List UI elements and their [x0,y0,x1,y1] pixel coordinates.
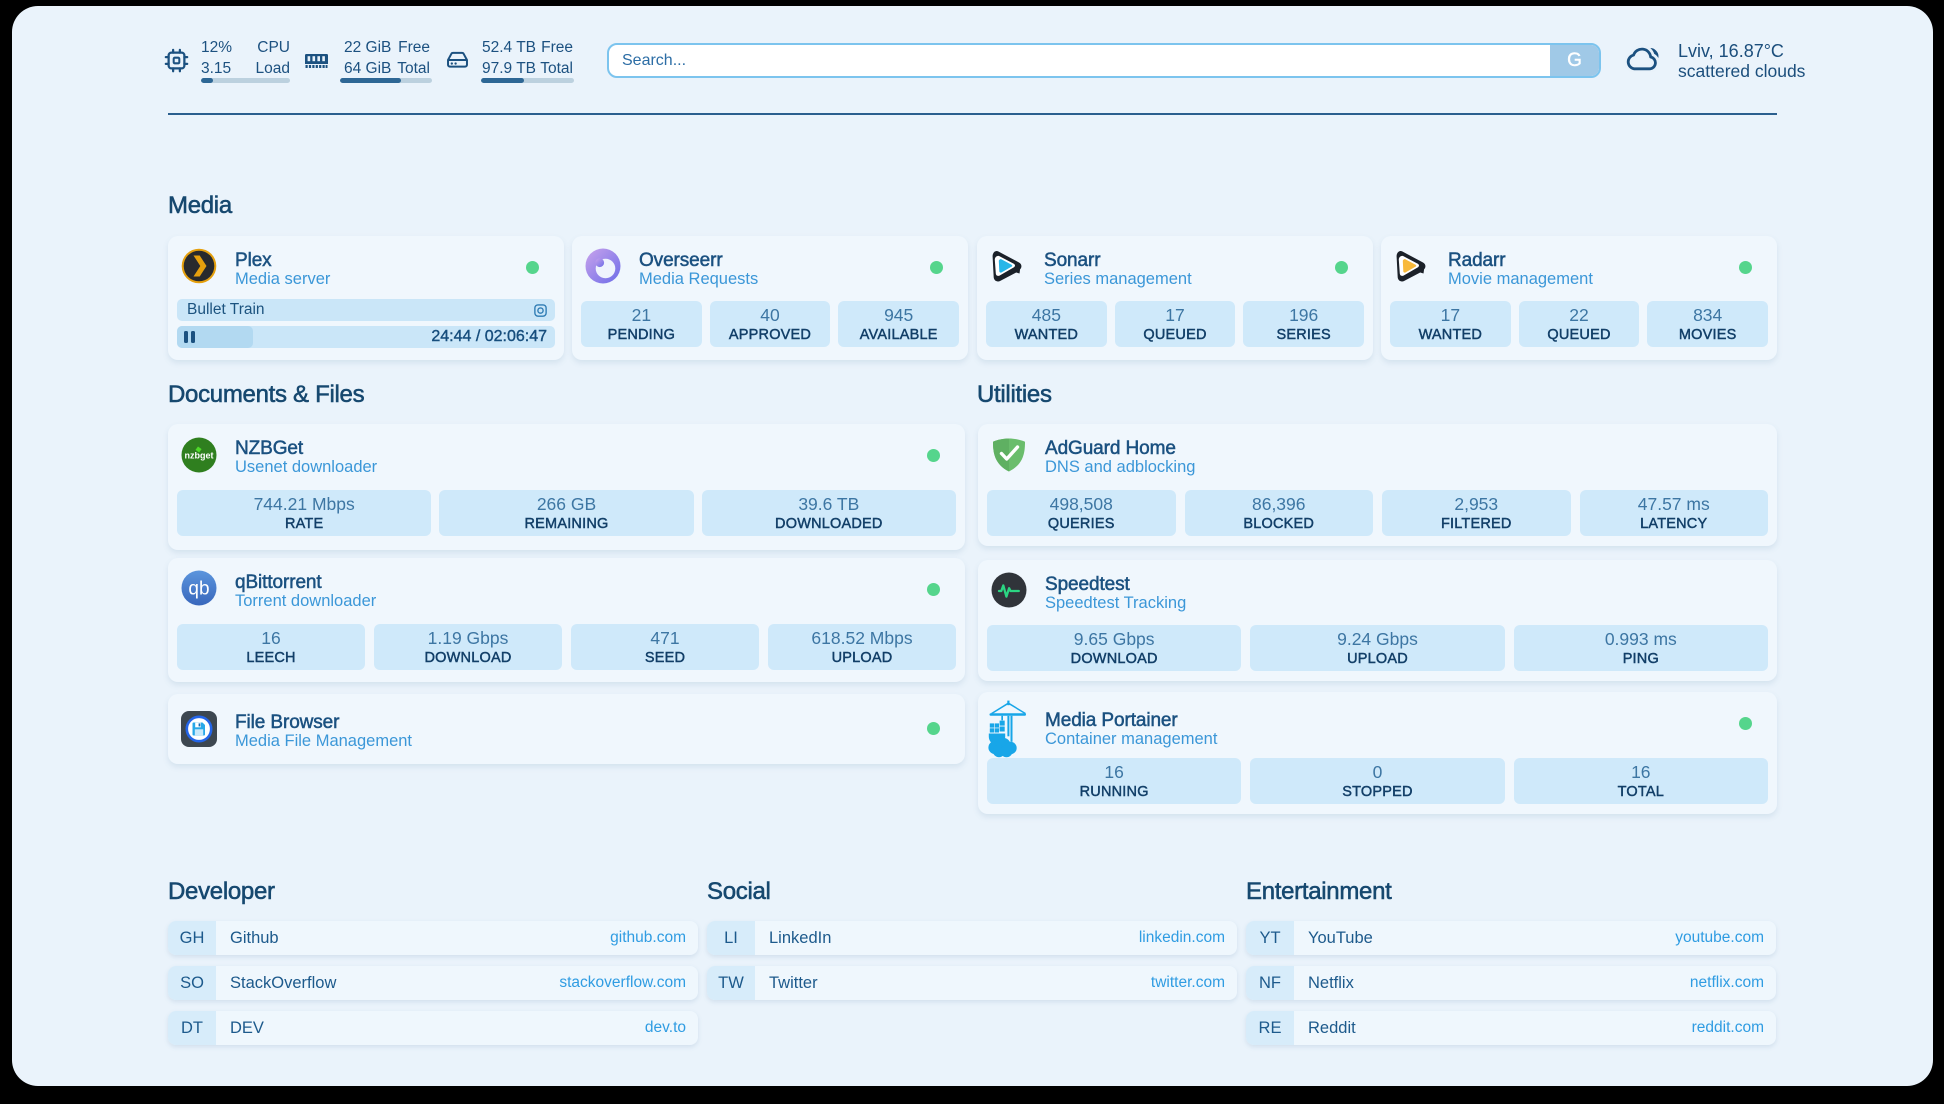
svg-text:qb: qb [188,579,209,600]
svg-text:nzbget: nzbget [185,451,214,461]
